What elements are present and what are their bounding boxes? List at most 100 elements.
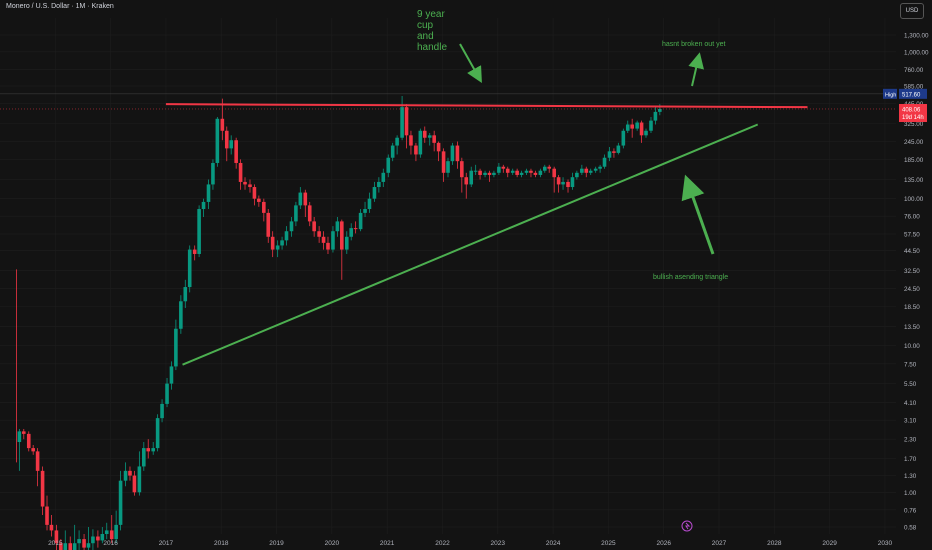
cup-handle-annotation: handle bbox=[417, 42, 447, 53]
candle-body bbox=[561, 181, 565, 185]
candle-body bbox=[123, 470, 128, 481]
triangle-annotation: bullish asending triangle bbox=[653, 274, 728, 281]
replay-icon[interactable] bbox=[681, 520, 693, 532]
x-tick-label: 2028 bbox=[767, 540, 782, 547]
y-tick-label: 185.00 bbox=[904, 157, 924, 164]
candle-body bbox=[257, 198, 261, 202]
cup-handle-annotation: 9 year bbox=[417, 9, 445, 20]
y-tick-label: 4.10 bbox=[904, 400, 917, 407]
candle-body bbox=[441, 151, 446, 173]
candle-body bbox=[229, 140, 233, 149]
candle-body bbox=[63, 543, 68, 550]
x-tick-label: 2018 bbox=[214, 540, 229, 547]
x-tick-label: 2027 bbox=[712, 540, 727, 547]
candle-body bbox=[114, 524, 118, 540]
candle-body bbox=[505, 168, 510, 173]
candle-body bbox=[349, 228, 354, 237]
y-tick-label: 5.50 bbox=[904, 381, 917, 388]
cup-handle-annotation: and bbox=[417, 31, 434, 42]
candle-body bbox=[192, 249, 197, 254]
candle-body bbox=[49, 524, 54, 531]
candle-body bbox=[331, 231, 335, 250]
candle-body bbox=[395, 137, 399, 146]
candle-body bbox=[312, 221, 316, 232]
candle-body bbox=[519, 172, 524, 175]
candle-body bbox=[492, 172, 496, 175]
arrow-icon bbox=[681, 174, 715, 255]
candle-body bbox=[321, 236, 326, 243]
x-tick-label: 2019 bbox=[269, 540, 284, 547]
candle-body bbox=[635, 122, 639, 129]
candle-body bbox=[151, 448, 156, 452]
candle-body bbox=[340, 221, 344, 250]
grid bbox=[0, 18, 896, 534]
candle-body bbox=[436, 142, 441, 152]
candle-body bbox=[262, 201, 266, 213]
candle-body bbox=[464, 177, 469, 185]
x-tick-label: 2026 bbox=[656, 540, 671, 547]
currency-button[interactable]: USD bbox=[900, 3, 924, 19]
candle-body bbox=[234, 140, 238, 163]
candle-body bbox=[644, 130, 648, 136]
x-tick-label: 2016 bbox=[103, 540, 118, 547]
candle-body bbox=[96, 536, 100, 541]
x-tick-label: 2030 bbox=[878, 540, 893, 547]
candle-body bbox=[529, 170, 533, 173]
candle-body bbox=[363, 209, 367, 213]
resistance-trendline[interactable] bbox=[165, 103, 808, 109]
candle-body bbox=[570, 177, 575, 188]
candles bbox=[16, 96, 662, 550]
candle-body bbox=[169, 366, 174, 384]
arrow-icon bbox=[688, 52, 704, 87]
y-tick-label: 1,000.00 bbox=[904, 49, 929, 56]
candle-body bbox=[146, 448, 151, 452]
x-tick-label: 2023 bbox=[491, 540, 506, 547]
candle-body bbox=[344, 236, 349, 250]
y-tick-label: 1,300.00 bbox=[904, 33, 929, 40]
candle-body bbox=[584, 168, 589, 173]
candle-body bbox=[40, 470, 45, 507]
candle-body bbox=[377, 181, 381, 188]
candle-body bbox=[538, 170, 543, 175]
candle-body bbox=[31, 448, 35, 452]
candle-body bbox=[418, 130, 423, 155]
candle-body bbox=[473, 170, 478, 172]
candle-body bbox=[26, 433, 31, 449]
candle-body bbox=[542, 166, 547, 171]
candle-body bbox=[501, 166, 506, 169]
candle-body bbox=[132, 475, 137, 493]
candle-body bbox=[367, 198, 372, 210]
current-price-label: 408.06 bbox=[902, 107, 921, 113]
candle-body bbox=[658, 108, 662, 112]
support-trendline[interactable] bbox=[182, 123, 759, 366]
y-tick-label: 1.30 bbox=[904, 473, 917, 480]
candle-body bbox=[59, 543, 63, 550]
y-tick-label: 24.50 bbox=[904, 286, 920, 293]
x-tick-label: 2015 bbox=[48, 540, 63, 547]
candle-body bbox=[252, 187, 257, 199]
candle-body bbox=[270, 236, 275, 250]
candle-body bbox=[588, 170, 593, 173]
candle-body bbox=[211, 162, 215, 185]
candle-body bbox=[137, 466, 142, 493]
y-tick-label: 0.76 bbox=[904, 507, 917, 514]
candle-body bbox=[77, 539, 81, 544]
candle-body bbox=[21, 431, 26, 434]
candle-body bbox=[284, 231, 289, 241]
x-tick-label: 2025 bbox=[601, 540, 616, 547]
candle-body bbox=[469, 170, 474, 185]
y-tick-label: 1.70 bbox=[904, 456, 917, 463]
candle-body bbox=[289, 221, 294, 232]
candle-body bbox=[593, 168, 598, 171]
candle-body bbox=[621, 130, 626, 146]
candle-body bbox=[602, 157, 607, 167]
y-tick-label: 32.50 bbox=[904, 268, 920, 275]
candle-body bbox=[187, 249, 192, 288]
candle-body bbox=[446, 161, 450, 173]
candle-body bbox=[197, 209, 201, 254]
y-tick-label: 585.00 bbox=[904, 84, 924, 91]
candle-body bbox=[612, 151, 616, 153]
candle-body bbox=[215, 118, 220, 163]
candle-body bbox=[238, 162, 243, 182]
